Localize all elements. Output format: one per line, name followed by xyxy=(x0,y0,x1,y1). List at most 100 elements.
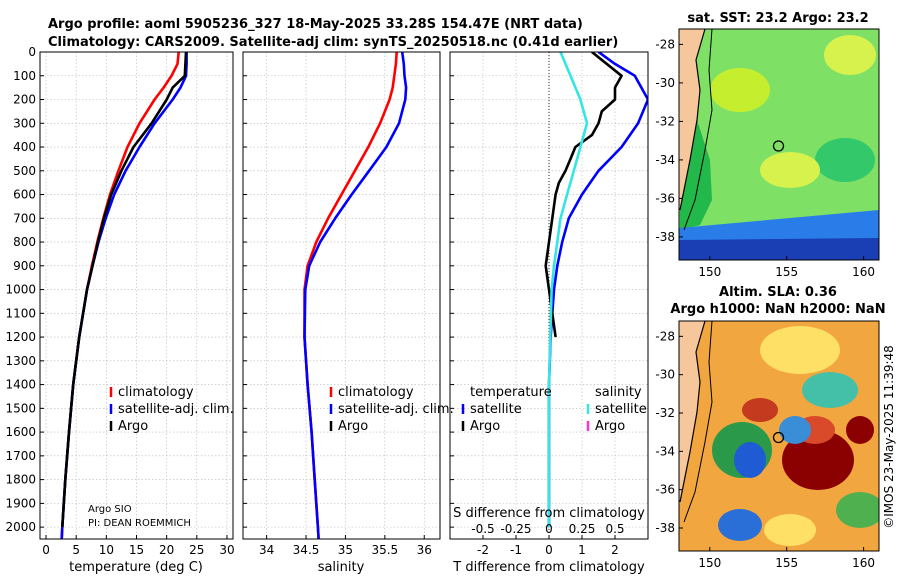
sla-land xyxy=(679,321,705,507)
x-tick-label: 34.5 xyxy=(293,543,320,557)
sst-coastline xyxy=(679,29,706,211)
difference-legend: temperature satellite Argo salinity sate… xyxy=(461,385,647,434)
sla-feature xyxy=(846,416,874,444)
x-tick-label: 35 xyxy=(338,543,353,557)
top-tick-label: 0.5 xyxy=(605,522,624,536)
sla-feature xyxy=(734,442,766,478)
sst-map-title: sat. SST: 23.2 Argo: 23.2 xyxy=(687,11,868,26)
legend-label-satellite: satellite-adj. clim. xyxy=(118,402,234,417)
top-tick-label: -0.5 xyxy=(471,522,494,536)
sst-warm-eddy xyxy=(760,152,820,188)
x-tick-label: 25 xyxy=(189,543,204,557)
y-tick-label: 300 xyxy=(13,116,36,130)
x-tick-label: 20 xyxy=(159,543,174,557)
map-y-tick-label: -28 xyxy=(655,37,675,51)
map-x-tick-label: 155 xyxy=(775,265,798,279)
y-tick-label: 1200 xyxy=(5,330,36,344)
sla-argo-position-marker xyxy=(772,431,785,444)
sst-warm-patch xyxy=(710,68,770,112)
x-tick-label: 1 xyxy=(578,543,586,557)
y-tick-label: 2000 xyxy=(5,520,36,534)
y-tick-label: 800 xyxy=(13,235,36,249)
map-y-tick-label: -36 xyxy=(655,191,675,205)
temperature-lines xyxy=(60,52,188,539)
series-line-satellite-adj-clim- xyxy=(60,52,188,539)
legend-title-salinity: salinity xyxy=(595,385,642,400)
difference-lines xyxy=(544,52,648,528)
y-tick-label: 1700 xyxy=(5,449,36,463)
temperature-panel: 0100200300400500600700800900100011001200… xyxy=(5,45,234,575)
sla-feature xyxy=(779,416,811,444)
map-y-tick-label: -38 xyxy=(655,230,675,244)
map-y-tick-label: -30 xyxy=(655,368,675,382)
credit-label: ©IMOS 23-May-2025 11:39:48 xyxy=(882,345,896,529)
sst-map-frame xyxy=(678,28,880,261)
series-line-t-argo xyxy=(544,52,623,338)
y-tick-label: 1900 xyxy=(5,496,36,510)
salinity-panel: 34 34.5 35 35.5 36 salinity climatology sate… xyxy=(242,51,454,575)
sla-isobath xyxy=(683,321,713,523)
sla-map: Altim. SLA: 0.36 Argo h1000: NaN h2000: … xyxy=(655,285,885,570)
y-tick-label: 100 xyxy=(13,69,36,83)
series-line-satellite-adj-clim- xyxy=(303,52,408,539)
map-x-tick-label: 160 xyxy=(852,556,875,570)
top-tick-label: -0.25 xyxy=(500,522,531,536)
series-line-climatology xyxy=(303,52,398,539)
y-tick-label: 400 xyxy=(13,140,36,154)
x-tick-label: 2 xyxy=(611,543,619,557)
y-tick-label: 1800 xyxy=(5,473,36,487)
legend-label-t-argo: Argo xyxy=(470,419,500,434)
x-tick-label: 35.5 xyxy=(371,543,398,557)
salinity-ticks: 34 34.5 35 35.5 36 xyxy=(243,51,432,557)
y-tick-label: 900 xyxy=(13,259,36,273)
salinity-lines xyxy=(303,52,408,539)
legend-label-s-argo: Argo xyxy=(595,419,625,434)
legend-label-argo: Argo xyxy=(118,419,148,434)
y-tick-label: 1500 xyxy=(5,401,36,415)
top-tick-label: 0 xyxy=(545,522,553,536)
top-tick-label: 0.25 xyxy=(569,522,596,536)
figure-title-line1: Argo profile: aoml 5905236_327 18-May-20… xyxy=(48,17,583,32)
sla-feature xyxy=(836,492,879,528)
x-tick-label: 36 xyxy=(417,543,432,557)
legend-label-climatology: climatology xyxy=(338,385,414,400)
map-x-tick-label: 155 xyxy=(775,556,798,570)
salinity-axes-box xyxy=(242,51,441,540)
temperature-xlabel: temperature (deg C) xyxy=(69,560,203,575)
sst-coldest-band xyxy=(679,238,879,260)
y-tick-label: 200 xyxy=(13,93,36,107)
sla-coastline xyxy=(679,321,706,503)
argo-source-label: Argo SIO xyxy=(88,504,132,515)
sst-land xyxy=(679,29,705,215)
x-tick-label: -1 xyxy=(510,543,522,557)
sst-isobath xyxy=(683,29,713,231)
y-tick-label: 1600 xyxy=(5,425,36,439)
legend-label-argo: Argo xyxy=(338,419,368,434)
map-x-tick-label: 150 xyxy=(698,556,721,570)
temperature-legend: climatology satellite-adj. clim. Argo xyxy=(109,385,234,434)
legend-label-climatology: climatology xyxy=(118,385,194,400)
argo-pi-label: PI: DEAN ROEMMICH xyxy=(88,518,191,529)
temperature-ticks: 0100200300400500600700800900100011001200… xyxy=(5,45,234,557)
sst-cool-patch xyxy=(680,120,712,230)
sst-argo-position-marker xyxy=(772,140,785,152)
legend-label-satellite: satellite-adj. clim. xyxy=(338,402,454,417)
salinity-xlabel: salinity xyxy=(318,560,365,575)
y-tick-label: 500 xyxy=(13,164,36,178)
y-tick-label: 700 xyxy=(13,211,36,225)
legend-label-t-satellite: satellite xyxy=(470,402,522,417)
sla-feature xyxy=(742,398,778,422)
sla-map-frame xyxy=(678,320,880,552)
x-tick-label: 5 xyxy=(72,543,80,557)
x-tick-label: 34 xyxy=(259,543,274,557)
sst-warm-patch-north xyxy=(824,35,876,75)
map-y-tick-label: -32 xyxy=(655,406,675,420)
difference-xlabel: T difference from climatology xyxy=(452,560,645,575)
figure-title-line2: Climatology: CARS2009. Satellite-adj cli… xyxy=(48,35,618,50)
sst-cool-eddy xyxy=(815,138,875,182)
temperature-grid xyxy=(40,51,233,539)
legend-title-temperature: temperature xyxy=(470,385,552,400)
y-tick-label: 1000 xyxy=(5,283,36,297)
